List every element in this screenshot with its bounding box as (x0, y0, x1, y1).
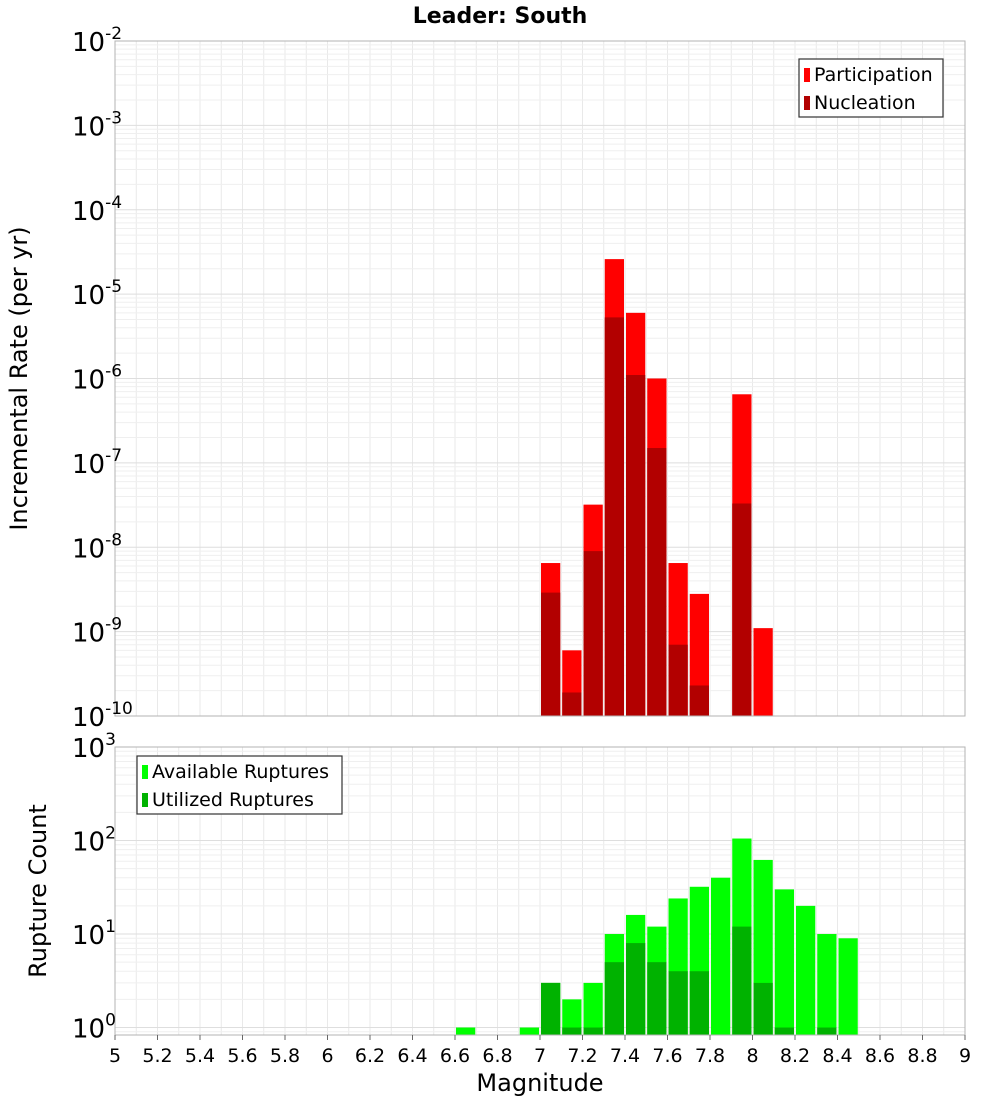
bottom-bar (519, 1027, 539, 1035)
bottom-bar (583, 1027, 603, 1035)
bottom-bar (456, 1027, 476, 1035)
x-tick-label: 8.8 (907, 1045, 937, 1067)
bottom-bar (774, 1027, 794, 1035)
bottom-bar (562, 1027, 582, 1035)
top-bar (647, 448, 667, 716)
bottom-bar (604, 962, 624, 1035)
bottom-gridlines (114, 747, 966, 1035)
x-tick-label: 7.8 (695, 1045, 725, 1067)
bottom-bar (626, 943, 646, 1035)
top-bar (604, 317, 624, 716)
x-tick-label: 7 (534, 1045, 546, 1067)
bottom-y-tick-label: 102 (72, 824, 116, 858)
bottom-y-tick-label: 101 (72, 917, 116, 951)
bottom-bar (689, 971, 709, 1035)
top-legend: Participation Nucleation (798, 58, 944, 118)
top-y-axis-label: Incremental Rate (per yr) (5, 226, 33, 530)
top-y-tick-label: 10-8 (72, 530, 122, 564)
bottom-legend-label: Available Ruptures (152, 761, 329, 783)
top-y-tick-label: 10-9 (72, 615, 122, 649)
top-y-tick-label: 10-4 (72, 193, 122, 227)
bottom-legend-label: Utilized Ruptures (152, 789, 314, 811)
x-tick-label: 9 (959, 1045, 971, 1067)
bottom-bar (817, 934, 837, 1035)
bottom-series-utilized-ruptures (541, 926, 837, 1035)
x-tick-label: 6 (321, 1045, 333, 1067)
bottom-bar (583, 982, 603, 1035)
top-bar (753, 628, 773, 716)
x-tick-label: 8.2 (780, 1045, 810, 1067)
top-bar (562, 692, 582, 716)
top-y-tick-label: 10-5 (72, 277, 122, 311)
top-legend-label: Nucleation (814, 92, 916, 114)
x-tick-label: 5 (109, 1045, 121, 1067)
x-tick-label: 5.8 (270, 1045, 300, 1067)
x-tick-label: 7.4 (610, 1045, 640, 1067)
bottom-y-tick-label: 100 (72, 1011, 116, 1045)
bottom-bar (711, 877, 731, 1035)
bottom-bar (753, 982, 773, 1035)
x-tick-label: 6.8 (482, 1045, 512, 1067)
x-tick-label: 7.6 (652, 1045, 682, 1067)
bottom-bar (838, 938, 858, 1035)
top-y-tick-label: 10-10 (72, 699, 133, 733)
top-y-tick-label: 10-2 (72, 24, 122, 58)
top-bar (541, 592, 561, 716)
top-y-tick-label: 10-6 (72, 362, 122, 396)
x-tick-label: 5.4 (185, 1045, 215, 1067)
x-tick-label: 5.2 (142, 1045, 172, 1067)
top-bar (668, 644, 688, 716)
bottom-bar (732, 926, 752, 1035)
top-bar (732, 503, 752, 716)
top-legend-swatch (804, 68, 810, 82)
bottom-legend: Available Ruptures Utilized Ruptures (136, 755, 343, 815)
bottom-bar (541, 982, 561, 1035)
x-tick-label: 8.4 (822, 1045, 852, 1067)
x-tick-label: 6.4 (397, 1045, 427, 1067)
bottom-bar (774, 889, 794, 1035)
bottom-y-axis-label: Rupture Count (24, 804, 52, 978)
bottom-legend-swatch (142, 793, 148, 807)
top-series-nucleation (541, 317, 752, 716)
bottom-bar (647, 962, 667, 1035)
top-y-tick-label: 10-7 (72, 446, 122, 480)
bottom-legend-swatch (142, 765, 148, 779)
top-gridlines (114, 41, 966, 717)
x-tick-label: 8.6 (865, 1045, 895, 1067)
bottom-legend-box (136, 755, 343, 815)
bottom-bar (796, 905, 816, 1035)
top-bar (689, 593, 709, 716)
top-plot-border (114, 40, 966, 717)
top-legend-box (798, 58, 944, 118)
x-tick-label: 6.2 (355, 1045, 385, 1067)
top-legend-label: Participation (814, 64, 933, 86)
x-axis-label: Magnitude (476, 1069, 603, 1097)
top-legend-swatch (804, 96, 810, 110)
top-bar (583, 551, 603, 716)
bottom-bar (668, 971, 688, 1035)
bottom-y-tick-label: 103 (72, 730, 116, 764)
top-bar (689, 685, 709, 716)
top-bar (626, 375, 646, 716)
bottom-bar (817, 1027, 837, 1035)
x-tick-label: 5.6 (227, 1045, 257, 1067)
x-tick-label: 8 (746, 1045, 758, 1067)
bottom-bar (562, 999, 582, 1035)
top-y-tick-label: 10-3 (72, 108, 122, 142)
x-tick-label: 6.6 (440, 1045, 470, 1067)
top-chart-title: Leader: South (413, 4, 588, 29)
x-tick-label: 7.2 (567, 1045, 597, 1067)
